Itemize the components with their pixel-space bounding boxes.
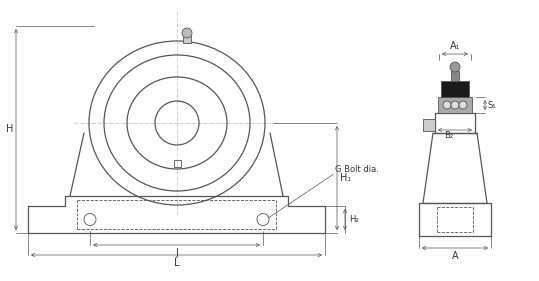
Bar xyxy=(451,71,459,81)
Circle shape xyxy=(451,101,459,109)
Circle shape xyxy=(459,101,467,109)
Text: H₁: H₁ xyxy=(340,173,351,183)
Circle shape xyxy=(443,101,451,109)
Bar xyxy=(441,81,469,97)
Text: H: H xyxy=(5,124,13,135)
Bar xyxy=(183,36,191,43)
Text: H₂: H₂ xyxy=(349,215,358,224)
Text: L: L xyxy=(174,258,179,268)
Circle shape xyxy=(450,62,460,72)
Text: S₁: S₁ xyxy=(487,101,496,110)
Bar xyxy=(174,160,181,167)
Bar xyxy=(438,97,472,113)
Circle shape xyxy=(182,28,192,38)
Text: A₁: A₁ xyxy=(450,41,460,51)
Text: B₂: B₂ xyxy=(444,131,453,140)
Text: A: A xyxy=(452,251,458,261)
Bar xyxy=(423,119,435,131)
Text: J: J xyxy=(175,248,178,258)
Text: G Bolt dia.: G Bolt dia. xyxy=(335,164,379,173)
